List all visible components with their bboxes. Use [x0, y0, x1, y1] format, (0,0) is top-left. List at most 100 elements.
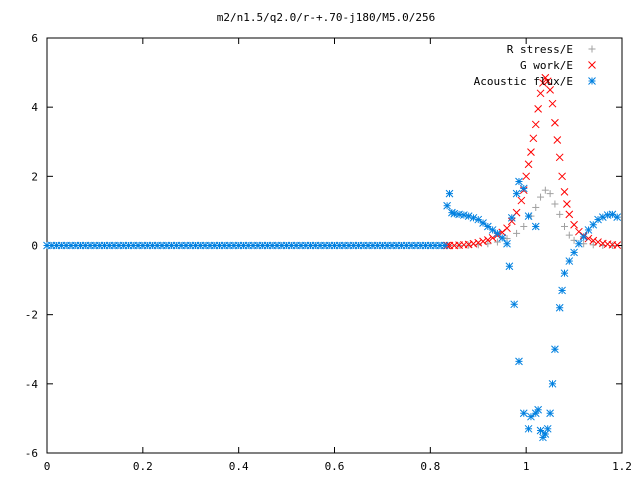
data-point — [479, 219, 487, 227]
legend-label: Acoustic flux/E — [474, 75, 573, 88]
data-point — [565, 231, 573, 239]
data-point — [558, 172, 566, 181]
data-point — [541, 186, 549, 194]
y-tick-label: 0 — [31, 240, 38, 253]
data-point — [524, 160, 533, 169]
data-point — [464, 212, 473, 220]
legend-marker — [588, 61, 596, 69]
y-tick-label: -4 — [25, 378, 39, 391]
data-point — [594, 238, 602, 246]
data-point — [474, 215, 483, 224]
data-point — [570, 248, 578, 257]
data-point — [536, 426, 545, 435]
y-tick-label: 6 — [31, 32, 38, 45]
data-point — [603, 211, 612, 219]
y-tick-label: 4 — [31, 101, 38, 114]
data-point — [531, 222, 540, 231]
legend-marker — [588, 77, 596, 85]
data-point — [503, 224, 511, 233]
data-point — [565, 257, 574, 265]
data-point — [555, 303, 564, 312]
data-point — [483, 236, 492, 244]
legend-label: R stress/E — [507, 43, 573, 56]
x-tick-label: 1.2 — [612, 460, 632, 473]
data-point — [520, 222, 528, 230]
legend-label: G work/E — [520, 59, 573, 72]
data-point — [539, 79, 547, 87]
data-point — [546, 190, 554, 198]
data-point — [505, 262, 514, 271]
data-point — [534, 405, 542, 414]
data-point — [488, 226, 497, 234]
data-point — [543, 424, 552, 433]
data-point — [493, 238, 501, 246]
legend-marker — [588, 45, 596, 53]
data-point — [483, 222, 492, 231]
data-point — [560, 188, 569, 196]
data-point — [527, 412, 535, 421]
data-point — [498, 234, 507, 242]
chart-title: m2/n1.5/q2.0/r-+.70-j180/M5.0/256 — [217, 11, 436, 24]
data-point — [565, 210, 574, 219]
data-point — [469, 239, 478, 248]
data-point — [510, 300, 519, 309]
data-point — [584, 234, 593, 243]
x-tick-label: 0.4 — [229, 460, 249, 473]
data-point — [519, 409, 528, 418]
x-tick-label: 0 — [44, 460, 51, 473]
data-point — [563, 200, 571, 208]
data-point — [551, 200, 559, 208]
data-point — [534, 105, 542, 113]
data-point — [546, 86, 554, 94]
data-point — [546, 409, 554, 418]
data-point — [522, 172, 531, 181]
data-point — [555, 153, 564, 162]
data-point — [445, 189, 454, 198]
x-tick-label: 0.8 — [420, 460, 440, 473]
data-point — [474, 238, 483, 247]
data-point — [529, 134, 538, 143]
data-point — [517, 196, 526, 205]
data-point — [584, 226, 593, 234]
data-point — [548, 99, 557, 108]
data-point — [537, 193, 545, 201]
data-point — [613, 241, 622, 250]
data-point — [460, 211, 468, 219]
axis-ticks: 0 0.2 0.4 0.6 0.8 1 1.2 6 4 2 0 -2 -4 -6 — [25, 32, 632, 473]
data-point — [570, 220, 578, 229]
data-point — [515, 177, 523, 186]
data-point — [524, 212, 533, 220]
data-point — [519, 184, 528, 193]
data-point — [589, 236, 598, 245]
legend: R stress/E G work/E Acoustic flux/E — [474, 43, 596, 88]
data-point — [556, 210, 564, 218]
x-tick-label: 1 — [523, 460, 530, 473]
data-point — [551, 345, 559, 354]
data-point — [553, 136, 562, 144]
data-point — [531, 120, 540, 129]
data-points — [43, 73, 622, 442]
data-point — [507, 213, 516, 222]
data-point — [536, 89, 545, 98]
y-tick-label: -6 — [25, 447, 38, 460]
data-point — [479, 237, 487, 246]
y-tick-label: -2 — [25, 309, 38, 322]
data-point — [440, 241, 449, 250]
data-point — [469, 213, 478, 222]
data-point — [548, 379, 557, 388]
series-1 — [443, 73, 622, 250]
x-tick-label: 0.6 — [325, 460, 345, 473]
x-tick-label: 0.2 — [133, 460, 153, 473]
data-point — [575, 239, 583, 248]
series-2 — [43, 177, 622, 442]
data-point — [503, 239, 511, 248]
data-point — [527, 148, 535, 156]
y-tick-label: 2 — [31, 170, 38, 183]
data-point — [515, 357, 523, 366]
data-point — [551, 118, 559, 127]
data-point — [613, 213, 622, 221]
data-point — [561, 222, 568, 230]
data-point — [524, 424, 533, 433]
data-point — [532, 203, 540, 211]
